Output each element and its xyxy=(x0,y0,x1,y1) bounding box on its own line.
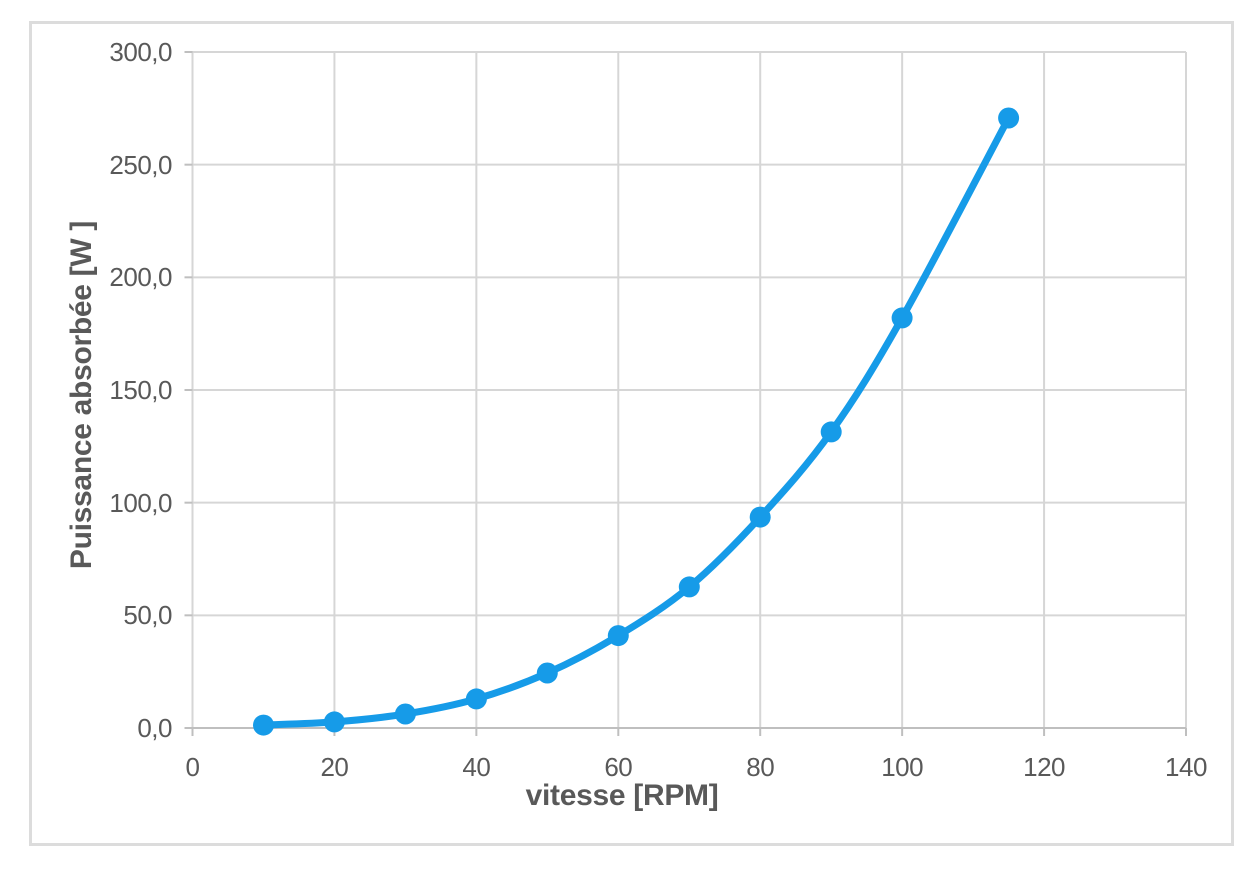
data-point-marker xyxy=(607,625,629,647)
data-point-marker xyxy=(394,703,416,725)
data-point-marker xyxy=(253,714,274,736)
data-point-marker xyxy=(820,421,842,443)
data-point-marker xyxy=(998,107,1020,129)
data-point-marker xyxy=(749,506,771,528)
chart-frame xyxy=(29,21,1234,846)
data-point-marker xyxy=(465,688,487,710)
data-point-marker xyxy=(536,662,558,684)
data-point-marker xyxy=(891,307,913,329)
data-point-marker xyxy=(323,711,345,733)
x-axis-title: vitesse [RPM] xyxy=(525,779,719,812)
series-line xyxy=(259,114,1013,729)
data-point-marker xyxy=(678,576,700,598)
y-axis-title: Puissance absorbée [W ] xyxy=(65,220,98,570)
